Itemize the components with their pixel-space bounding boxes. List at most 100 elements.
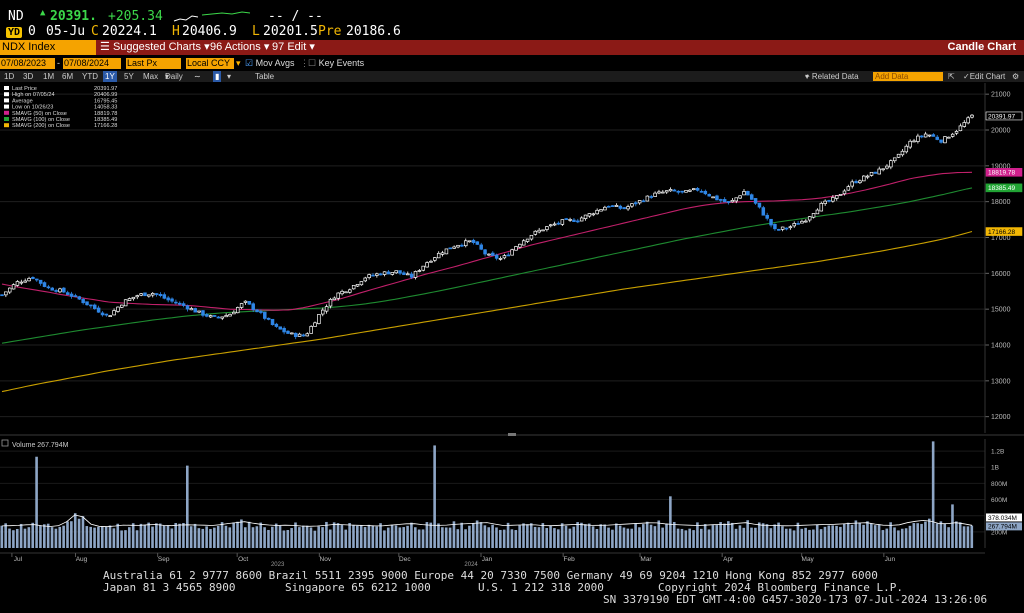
candle-up — [467, 240, 472, 243]
style-dropdown-icon[interactable]: ▾ — [227, 72, 232, 81]
legend-value: 16795.45 — [94, 98, 117, 104]
line-style-icon[interactable]: ∼ — [194, 72, 201, 81]
period-1y[interactable]: 1Y — [103, 71, 117, 82]
volume-bar — [653, 526, 657, 548]
volume-bar — [240, 519, 243, 548]
volume-bar — [842, 523, 846, 548]
period-6m[interactable]: 6M — [62, 72, 74, 81]
volume-bars — [0, 441, 974, 548]
candle-down — [178, 302, 182, 305]
volume-bar — [568, 528, 572, 548]
volume-bar — [286, 529, 290, 548]
currency-field[interactable]: Local CCY — [186, 58, 234, 69]
candle-up — [421, 265, 425, 271]
sma-200-line — [1, 230, 973, 393]
volume-bar — [213, 527, 216, 548]
edit-chart-button[interactable]: ✓ Edit Chart — [963, 72, 1006, 81]
candle-up — [591, 213, 596, 216]
candle-up — [711, 196, 715, 199]
candle-down — [205, 314, 209, 317]
expand-icon[interactable]: ⇱ — [948, 72, 955, 81]
candle-down — [274, 323, 279, 327]
volume-bar — [611, 529, 614, 548]
volume-bar — [773, 524, 777, 548]
volume-bar — [622, 527, 626, 548]
candle-up — [436, 252, 441, 259]
candle-up — [626, 206, 630, 210]
candle-down — [634, 202, 638, 205]
volume-bar — [97, 526, 100, 548]
checkbox-checked-icon: ☑ — [245, 58, 254, 68]
volume-bar — [147, 522, 150, 548]
volume-bar — [761, 523, 765, 548]
volume-bar — [112, 528, 116, 548]
price-field[interactable]: Last Px — [126, 58, 181, 69]
volume-bar — [73, 513, 77, 548]
candle-up — [587, 213, 592, 217]
candle-up — [425, 262, 429, 268]
candle-up — [239, 303, 244, 308]
suggested-charts-menu[interactable]: ☰ Suggested Charts ▾ — [100, 40, 210, 55]
table-button[interactable]: Table — [255, 72, 275, 81]
volume-bar — [634, 523, 637, 548]
legend-label: High on 07/05/24 — [12, 92, 55, 98]
period-max[interactable]: Max — [143, 72, 159, 81]
period-3d[interactable]: 3D — [23, 72, 34, 81]
volume-bar — [502, 529, 506, 548]
candle-down — [761, 207, 766, 216]
volume-bar — [104, 526, 108, 548]
volume-bar — [410, 522, 413, 548]
month-label: Sep — [158, 556, 170, 563]
period-1m[interactable]: 1M — [43, 72, 55, 81]
open-value: 20224.1 — [102, 24, 157, 39]
volume-bar — [777, 522, 780, 548]
candle-up — [344, 291, 348, 294]
add-data-field[interactable]: Add Data — [873, 72, 943, 81]
volume-bar — [43, 524, 46, 548]
related-data-button[interactable]: + Related Data ▾ — [805, 72, 859, 81]
key-events-toggle[interactable]: ☐ Key Events — [308, 58, 364, 69]
volume-bar — [730, 522, 734, 548]
volume-bar — [599, 524, 603, 548]
candle-down — [92, 304, 97, 309]
candle-up — [394, 270, 398, 274]
candle-down — [162, 294, 167, 299]
volume-tick-label: 1B — [991, 465, 999, 472]
volume-bar — [792, 530, 796, 548]
price-tag-label: 18385.49 — [988, 185, 1015, 192]
candle-down — [293, 332, 298, 338]
period-ytd[interactable]: YTD — [82, 72, 98, 81]
mov-avgs-toggle[interactable]: ☑ Mov Avgs — [245, 58, 294, 69]
end-date-field[interactable]: 07/08/2024 — [63, 58, 121, 69]
candle-chart[interactable]: 21000 20000 19000 18000 17000 16000 15000 14000… — [0, 83, 1024, 566]
quote-date: 05-Ju — [46, 24, 86, 39]
candle-up — [510, 249, 514, 256]
candle-down — [193, 308, 197, 313]
edit-menu[interactable]: 97 Edit ▾ — [272, 40, 315, 55]
edit-label: Edit — [287, 41, 307, 53]
volume-bar — [738, 525, 742, 548]
currency-dropdown-icon[interactable]: ▾ — [236, 58, 241, 68]
candle-style-icon[interactable]: ▮ — [213, 71, 222, 82]
candle-down — [62, 287, 66, 293]
volume-bar — [638, 527, 641, 548]
pane-resize-handle[interactable] — [508, 433, 516, 436]
volume-bar — [371, 525, 375, 548]
period-1d[interactable]: 1D — [4, 72, 15, 81]
candle-up — [885, 165, 889, 169]
volume-bar — [62, 525, 65, 548]
period-5y[interactable]: 5Y — [124, 72, 134, 81]
candle-up — [668, 189, 673, 192]
actions-menu[interactable]: 96 Actions ▾ — [210, 40, 269, 55]
start-date-field[interactable]: 07/08/2023 — [0, 58, 55, 69]
ticker-symbol: ND — [8, 9, 24, 24]
candle-down — [216, 316, 221, 319]
candle-up — [235, 307, 240, 314]
frequency-select[interactable]: Daily ▾ — [165, 72, 183, 81]
gear-icon[interactable]: ⚙ — [1012, 72, 1020, 81]
candle-up — [224, 315, 228, 318]
price-tick-label: 14000 — [991, 343, 1011, 350]
volume-bar — [862, 524, 865, 548]
security-field[interactable]: NDX Index — [0, 40, 96, 55]
candle-down — [54, 290, 58, 292]
